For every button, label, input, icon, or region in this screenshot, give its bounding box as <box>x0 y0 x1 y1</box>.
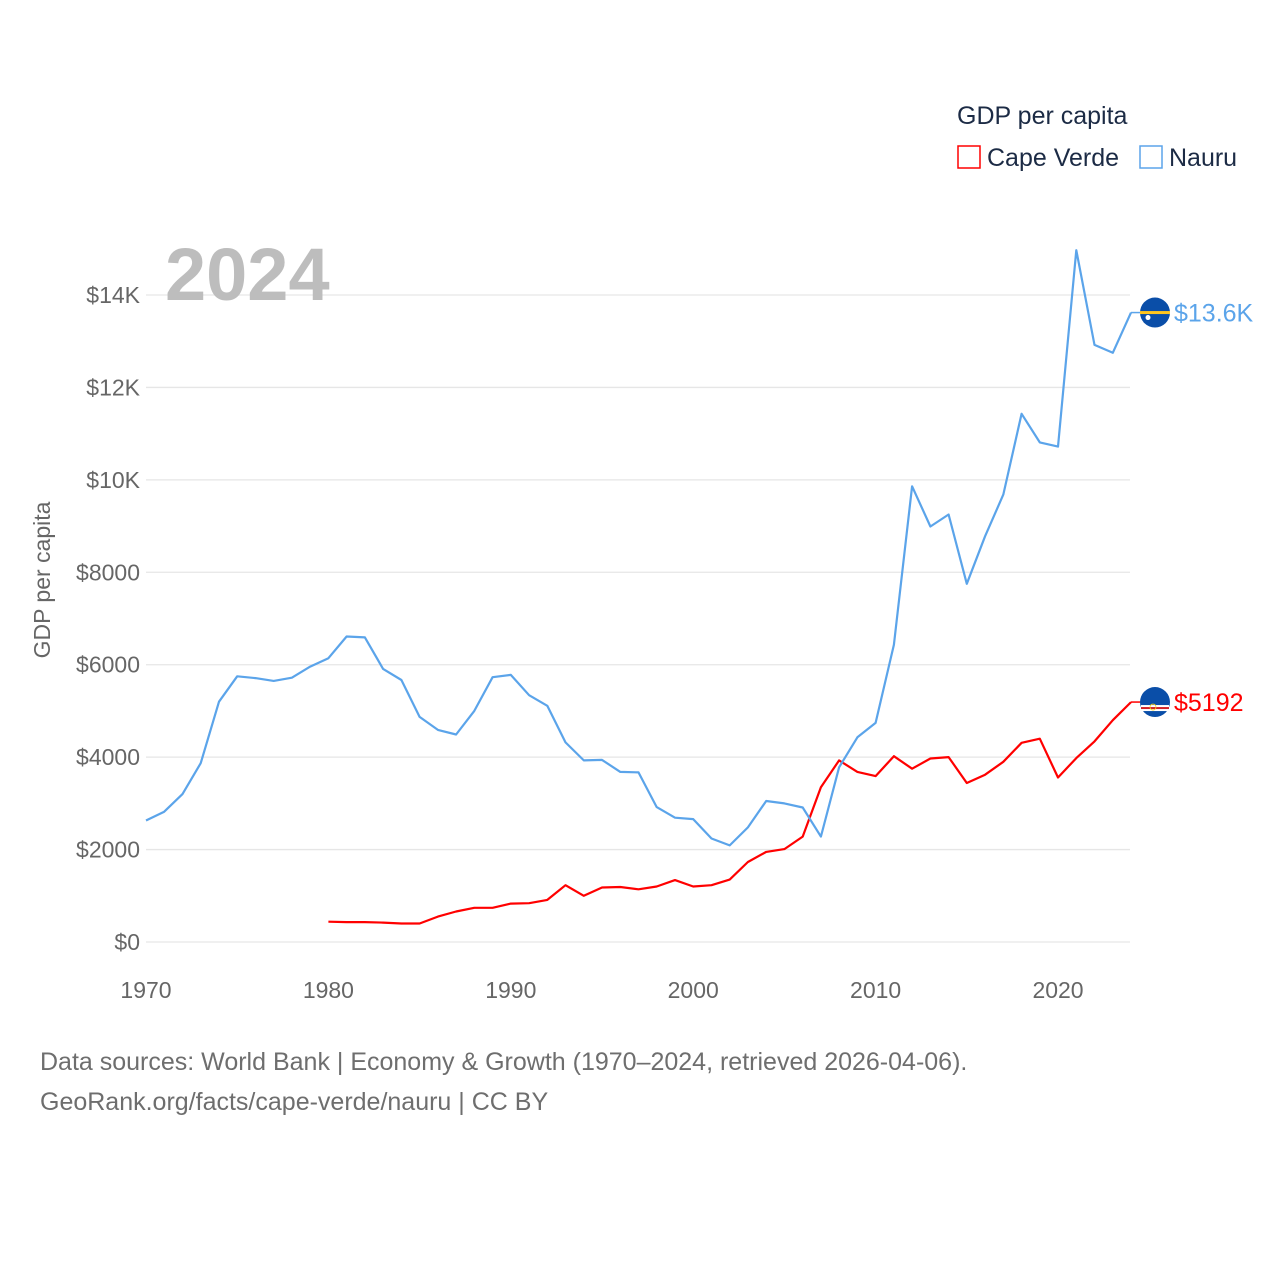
grid-lines <box>146 294 1130 943</box>
legend-label-nauru[interactable]: Nauru <box>1169 144 1237 172</box>
y-tick-label: $10K <box>86 467 140 493</box>
legend-label-cape-verde[interactable]: Cape Verde <box>987 144 1119 172</box>
end-value-label: $13.6K <box>1174 300 1254 328</box>
cape-verde-flag-icon <box>1140 687 1170 718</box>
footer-sources: Data sources: World Bank | Economy & Gro… <box>40 1048 968 1076</box>
y-axis-label: GDP per capita <box>29 501 55 658</box>
x-tick-label: 2010 <box>850 977 901 1003</box>
footer: Data sources: World Bank | Economy & Gro… <box>40 1042 967 1122</box>
y-tick-label: $14K <box>86 282 140 308</box>
x-axis-ticks: 1970 1980 1990 2000 2010 2020 <box>120 977 1083 1003</box>
legend-swatch-nauru[interactable] <box>1139 145 1163 169</box>
nauru-flag-icon <box>1140 297 1170 328</box>
y-tick-label: $8000 <box>76 559 140 585</box>
series-line-nauru[interactable] <box>145 249 1133 847</box>
x-tick-label: 1990 <box>485 977 536 1003</box>
footer-link[interactable]: GeoRank.org/facts/cape-verde/nauru | CC … <box>40 1088 549 1116</box>
legend-swatch-cape-verde[interactable] <box>957 145 981 169</box>
series-end-labels: $5192 $13.6K <box>1131 297 1254 718</box>
x-tick-label: 1970 <box>120 977 171 1003</box>
y-tick-label: $6000 <box>76 652 140 678</box>
y-tick-label: $12K <box>86 374 140 400</box>
y-tick-label: $4000 <box>76 744 140 770</box>
legend-title: GDP per capita <box>957 102 1128 130</box>
series-line-cape-verde[interactable] <box>328 701 1132 925</box>
y-tick-label: $0 <box>114 929 140 955</box>
x-tick-label: 1980 <box>303 977 354 1003</box>
x-tick-label: 2020 <box>1032 977 1083 1003</box>
end-value-label: $5192 <box>1174 689 1244 717</box>
x-tick-label: 2000 <box>668 977 719 1003</box>
legend: GDP per capita Cape Verde Nauru <box>957 102 1237 172</box>
y-axis-ticks: $0 $2000 $4000 $6000 $8000 $10K $12K $14K <box>76 282 141 955</box>
y-tick-label: $2000 <box>76 837 140 863</box>
year-watermark: 2024 <box>165 233 330 316</box>
series-lines <box>145 249 1133 925</box>
